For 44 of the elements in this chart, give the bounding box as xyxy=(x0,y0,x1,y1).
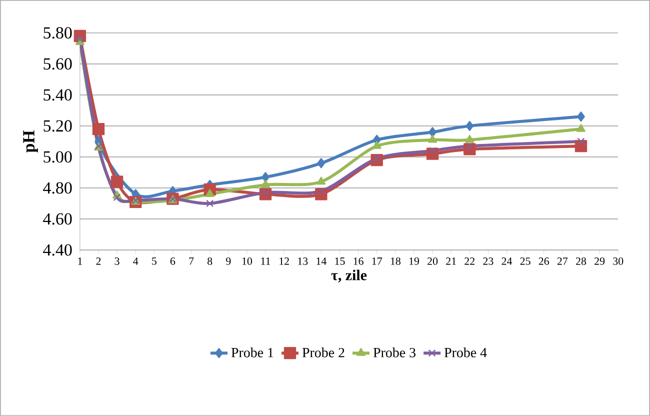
x-tick-label: 4 xyxy=(133,258,138,265)
y-tick-label: 4.80 xyxy=(43,182,72,194)
legend-label: Probe 1 xyxy=(231,348,274,358)
x-tick-label: 9 xyxy=(226,258,231,265)
y-tick-label: 5.20 xyxy=(44,120,72,132)
x-axis-title: τ, zile xyxy=(331,270,367,282)
x-tick-label: 8 xyxy=(208,258,212,265)
x-tick-label: 22 xyxy=(464,258,475,265)
y-tick-label: 5.40 xyxy=(44,89,72,101)
x-tick-label: 24 xyxy=(502,258,512,265)
x-tick-label: 28 xyxy=(576,258,586,265)
x-tick-label: 15 xyxy=(335,258,345,265)
x-tick-label: 2 xyxy=(96,258,101,265)
y-axis-title: pH xyxy=(23,130,38,153)
x-tick-label: 19 xyxy=(409,258,419,265)
x-tick-label: 12 xyxy=(280,258,289,265)
legend-label: Probe 3 xyxy=(373,348,416,358)
legend-label: Probe 4 xyxy=(444,348,487,358)
x-tick-label: 16 xyxy=(354,258,364,265)
y-tick-label: 4.40 xyxy=(43,244,72,256)
x-tick-label: 13 xyxy=(298,258,308,265)
x-tick-label: 29 xyxy=(594,258,605,265)
x-tick-label: 7 xyxy=(189,258,194,265)
x-tick-label: 21 xyxy=(446,258,456,265)
x-tick-label: 6 xyxy=(170,258,176,265)
x-tick-label: 17 xyxy=(372,258,382,265)
x-tick-label: 25 xyxy=(520,258,530,265)
x-tick-label: 26 xyxy=(538,258,550,265)
legend-label: Probe 2 xyxy=(302,348,344,358)
x-tick-label: 1 xyxy=(78,258,82,265)
x-tick-label: 5 xyxy=(152,258,156,265)
y-tick-label: 5.80 xyxy=(44,27,72,39)
x-tick-label: 14 xyxy=(316,258,326,265)
x-tick-label: 10 xyxy=(242,258,252,265)
x-tick-label: 27 xyxy=(557,258,568,265)
y-tick-label: 5.00 xyxy=(44,151,72,163)
x-tick-label: 3 xyxy=(114,258,120,265)
x-tick-label: 20 xyxy=(428,258,438,265)
y-tick-label: 4.60 xyxy=(43,213,72,225)
x-tick-label: 11 xyxy=(261,258,270,265)
x-tick-label: 18 xyxy=(390,258,400,265)
x-tick-label: 23 xyxy=(483,258,494,265)
x-tick-label: 30 xyxy=(613,258,624,265)
y-tick-label: 5.60 xyxy=(44,58,72,70)
